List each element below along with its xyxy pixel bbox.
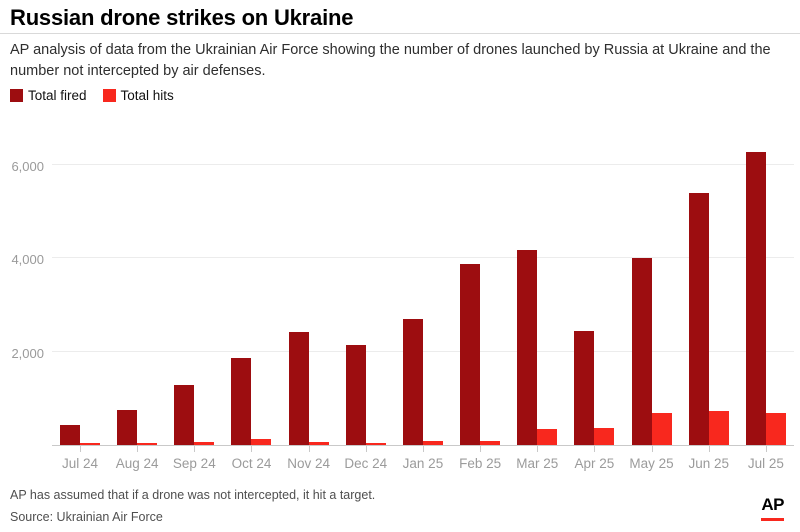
total-fired-swatch — [10, 89, 23, 102]
x-axis-label-dec-24: Dec 24 — [344, 456, 388, 471]
x-axis-label-feb-25: Feb 25 — [459, 456, 502, 471]
x-axis-tick-oct-24 — [251, 446, 253, 452]
bar-group-jul-25: Jul 25 — [745, 138, 786, 471]
x-axis-tick-dec-24 — [365, 446, 367, 452]
x-axis-label-mar-25: Mar 25 — [516, 456, 559, 471]
bar-total-fired-jan-25 — [402, 319, 423, 445]
y-axis-label-4-000: 4,000 — [11, 252, 44, 268]
x-axis-label-jun-25: Jun 25 — [688, 456, 729, 471]
bar-group-sep-24: Sep 24 — [173, 138, 216, 471]
x-axis-label-may-25: May 25 — [629, 456, 674, 471]
bar-total-hits-jan-25 — [422, 441, 443, 445]
y-axis-label-2-000: 2,000 — [11, 345, 44, 361]
chart-subtitle: AP analysis of data from the Ukrainian A… — [10, 42, 771, 79]
x-axis-label-jul-24: Jul 24 — [61, 456, 99, 471]
bar-total-fired-oct-24 — [231, 358, 252, 445]
bar-total-fired-aug-24 — [117, 409, 138, 445]
x-axis-tick-nov-24 — [308, 446, 310, 452]
legend-item-total-hits: Total hits — [102, 88, 174, 103]
x-axis-tick-sep-24 — [194, 446, 196, 452]
y-axis: 2,000 4,000 6,000 — [0, 138, 44, 446]
x-axis-tick-jun-25 — [708, 446, 710, 452]
bar-total-hits-jul-25 — [765, 413, 786, 445]
title-divider — [0, 33, 800, 34]
x-axis-label-jul-25: Jul 25 — [747, 456, 784, 471]
bar-group-may-25: May 25 — [629, 138, 674, 471]
bar-total-hits-may-25 — [651, 412, 672, 445]
x-axis-label-aug-24: Aug 24 — [115, 456, 159, 471]
legend-label: Total fired — [28, 88, 87, 103]
x-axis-tick-apr-25 — [594, 446, 596, 452]
bar-total-fired-dec-24 — [345, 344, 366, 445]
bar-group-feb-25: Feb 25 — [459, 138, 501, 471]
bar-total-fired-jul-25 — [745, 152, 766, 445]
source-line: Source: Ukrainian Air Force — [10, 510, 163, 524]
gridline-4-000 — [52, 257, 794, 259]
bar-total-hits-jun-25 — [708, 410, 729, 445]
x-axis-tick-aug-24 — [137, 446, 139, 452]
bar-total-hits-sep-24 — [194, 442, 215, 445]
bar-total-hits-jul-24 — [80, 443, 100, 445]
bar-group-jun-25: Jun 25 — [688, 138, 729, 471]
total-hits-swatch — [102, 89, 116, 102]
y-axis-label-6-000: 6,000 — [11, 159, 44, 174]
bar-total-hits-apr-25 — [594, 428, 615, 445]
footnote: AP has assumed that if a drone was not i… — [10, 488, 376, 502]
legend-label: Total hits — [120, 88, 174, 103]
bar-total-fired-apr-25 — [574, 330, 595, 445]
x-axis-tick-feb-25 — [480, 446, 482, 452]
bar-total-fired-feb-25 — [460, 263, 481, 445]
bar-total-fired-nov-24 — [288, 331, 309, 445]
bar-total-hits-feb-25 — [480, 441, 501, 445]
bar-total-fired-jul-24 — [60, 425, 80, 445]
bar-total-fired-jun-25 — [688, 193, 709, 445]
bar-group-aug-24: Aug 24 — [116, 138, 159, 471]
bar-total-hits-oct-24 — [251, 439, 272, 445]
gridline-2-000 — [52, 350, 794, 352]
bar-total-hits-aug-24 — [137, 443, 158, 445]
plot-area: Jul 24 Aug 24 Sep 24 Oct 24 Nov 24 Dec 24 Jan … — [52, 138, 794, 471]
bar-group-mar-25: Mar 25 — [516, 138, 558, 471]
bar-total-fired-sep-24 — [174, 384, 195, 445]
chart-legend: Total fired Total hits — [10, 88, 174, 103]
bar-total-hits-nov-24 — [308, 441, 329, 445]
x-axis-label-nov-24: Nov 24 — [287, 456, 331, 471]
legend-item-total-fired: Total fired — [10, 88, 87, 103]
bar-total-hits-mar-25 — [537, 429, 558, 445]
bar-total-fired-may-25 — [631, 258, 652, 445]
bar-group-nov-24: Nov 24 — [287, 138, 330, 471]
ap-logo: AP — [761, 495, 784, 521]
gridline-6-000 — [52, 164, 794, 165]
bar-total-fired-mar-25 — [517, 250, 538, 445]
x-axis-label-jan-25: Jan 25 — [402, 456, 444, 471]
bar-groups: Jul 24 Aug 24 Sep 24 Oct 24 Nov 24 Dec 24 Jan … — [52, 138, 794, 471]
bar-group-dec-24: Dec 24 — [344, 138, 387, 471]
x-axis-tick-jan-25 — [422, 446, 424, 452]
x-axis-label-oct-24: Oct 24 — [231, 456, 272, 471]
page-title: Russian drone strikes on Ukraine — [10, 5, 354, 30]
x-axis-label-sep-24: Sep 24 — [172, 456, 216, 471]
x-axis-tick-jul-25 — [765, 446, 767, 452]
bar-chart: 2,000 4,000 6,000 Jul 24 Aug 24 Sep 24 Oct 24… — [0, 138, 800, 471]
x-axis-tick-jul-24 — [80, 446, 81, 452]
x-axis-tick-may-25 — [651, 446, 653, 452]
x-axis-tick-mar-25 — [537, 446, 539, 452]
bar-group-jul-24: Jul 24 — [60, 138, 100, 471]
x-axis-label-apr-25: Apr 25 — [574, 456, 615, 471]
bar-total-hits-dec-24 — [365, 443, 386, 445]
bar-group-oct-24: Oct 24 — [231, 138, 272, 471]
bar-group-apr-25: Apr 25 — [574, 138, 615, 471]
bar-group-jan-25: Jan 25 — [402, 138, 443, 471]
